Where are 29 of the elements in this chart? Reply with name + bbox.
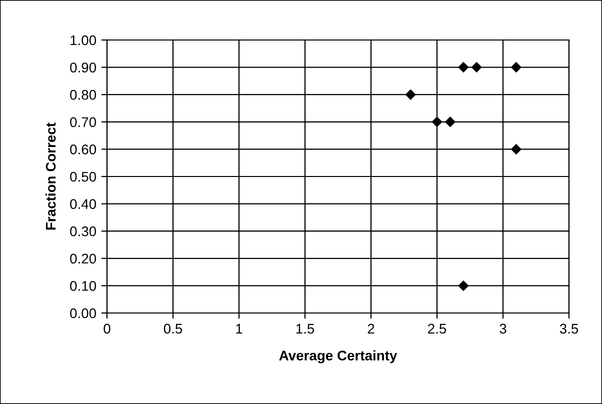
x-tick-label: 2 xyxy=(368,324,374,334)
point xyxy=(510,62,522,73)
y-tick-label: 0.20 xyxy=(70,254,96,264)
x-axis-title: Average Certainty xyxy=(279,350,398,364)
y-tick-label: 0.80 xyxy=(70,90,96,100)
y-tick-label: 0.00 xyxy=(70,308,96,318)
x-tick-label: 1 xyxy=(236,324,242,334)
point xyxy=(471,62,482,73)
y-tick-label: 0.90 xyxy=(70,62,96,72)
x-tick-label: 3 xyxy=(500,324,506,334)
y-tick-label: 0.30 xyxy=(70,226,96,236)
y-axis-title: Fraction Correct xyxy=(45,122,56,230)
x-tick-label: 0.5 xyxy=(164,324,182,334)
point xyxy=(432,116,442,128)
point xyxy=(444,116,456,128)
x-tick-label: 0 xyxy=(104,324,110,334)
x-tick-label: 3.5 xyxy=(560,324,578,334)
y-tick-label: 1.00 xyxy=(70,35,96,46)
x-tick-label: 1.5 xyxy=(296,324,314,334)
y-tick-label: 0.70 xyxy=(70,117,96,128)
y-tick-label: 0.60 xyxy=(70,144,96,154)
y-tick-label: 0.50 xyxy=(70,172,96,182)
point xyxy=(405,89,416,100)
x-tick-label: 2.5 xyxy=(428,324,446,334)
point xyxy=(458,280,469,292)
point xyxy=(458,62,469,73)
y-tick-label: 0.10 xyxy=(70,281,96,291)
y-tick-label: 0.40 xyxy=(70,199,96,209)
point xyxy=(510,144,522,155)
